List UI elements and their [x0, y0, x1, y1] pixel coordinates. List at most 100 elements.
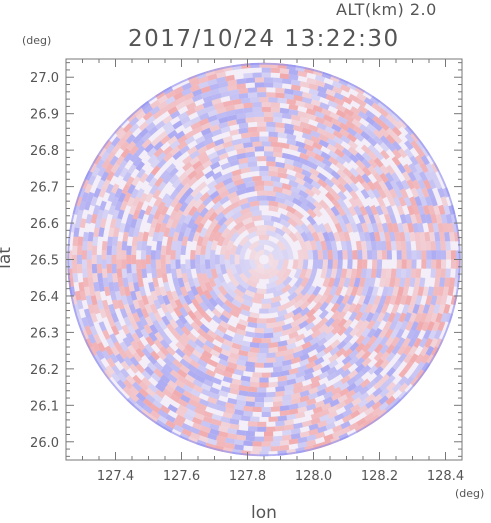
radar-cell [292, 165, 304, 174]
radar-cell [144, 303, 153, 314]
radar-cell [245, 77, 256, 84]
radar-cell [229, 382, 240, 390]
radar-cell [315, 159, 326, 169]
radar-cell [182, 354, 193, 364]
radar-cell [214, 205, 225, 216]
radar-cell [403, 353, 413, 364]
radar-cell [82, 231, 89, 242]
radar-cell [324, 125, 336, 135]
radar-cell [345, 268, 353, 279]
radar-cell [252, 102, 262, 108]
radar-cell [173, 86, 184, 95]
radar-cell [292, 306, 303, 316]
radar-cell [140, 259, 147, 269]
radar-cell [192, 422, 203, 431]
radar-cell [231, 378, 242, 386]
radar-cell [378, 395, 389, 405]
radar-cell [274, 233, 286, 243]
radar-cell [368, 231, 376, 242]
radar-cell [218, 116, 229, 124]
radar-cell [353, 303, 363, 314]
radar-cell [87, 277, 94, 288]
radar-cell [229, 89, 240, 96]
radar-cell [444, 277, 451, 288]
radar-cell [79, 290, 87, 301]
radar-cell [162, 115, 173, 125]
radar-cell [192, 88, 203, 97]
radar-cell [167, 100, 179, 110]
radar-cell [174, 130, 186, 140]
radar-cell [128, 227, 135, 238]
radar-cell [270, 406, 281, 412]
radar-cell [132, 352, 143, 363]
radar-cell [259, 170, 269, 176]
radar-cell [111, 312, 119, 323]
radar-cell [270, 259, 279, 270]
radar-cell [301, 346, 312, 356]
radar-cell [338, 231, 346, 242]
radar-cell [361, 151, 372, 162]
radar-cell [261, 441, 271, 447]
radar-cell [186, 101, 197, 111]
radar-cell [207, 358, 219, 368]
radar-cell [284, 384, 295, 391]
radar-cell [213, 367, 225, 376]
radar-cell [348, 302, 357, 314]
radar-cell [297, 259, 304, 270]
radar-cell [275, 127, 286, 134]
radar-cell [242, 141, 253, 149]
radar-cell [284, 93, 295, 100]
radar-cell [312, 406, 323, 414]
radar-cell [292, 386, 304, 394]
radar-cell [349, 167, 360, 178]
radar-cell [314, 400, 325, 409]
radar-cell [385, 113, 396, 124]
radar-cell [323, 119, 334, 129]
radar-cell [189, 84, 201, 93]
radar-cell [101, 299, 110, 310]
radar-cell [319, 414, 330, 423]
radar-cell [386, 367, 396, 378]
radar-cell [354, 311, 364, 322]
radar-cell [373, 213, 382, 224]
radar-cell [331, 118, 342, 127]
radar-cell [250, 381, 260, 388]
radar-cell [196, 272, 204, 284]
radar-cell [241, 293, 253, 302]
radar-cell [401, 259, 407, 269]
radar-cell [317, 337, 328, 347]
radar-cell [259, 308, 269, 314]
radar-cell [187, 310, 197, 321]
radar-cell [317, 249, 324, 260]
radar-cell [355, 159, 366, 170]
radar-cell [268, 97, 278, 103]
radar-cell [425, 213, 433, 224]
radar-cell [275, 420, 285, 427]
radar-cell [202, 100, 213, 109]
radar-cell [337, 115, 348, 125]
radar-cell [243, 72, 253, 79]
radar-cell [305, 194, 317, 205]
radar-cell [261, 411, 271, 417]
radar-cell [396, 250, 402, 260]
radar-cell [247, 386, 258, 393]
radar-cell [216, 185, 228, 195]
radar-cell [414, 277, 421, 288]
radar-cell [190, 79, 201, 87]
radar-cell [357, 294, 366, 306]
radar-cell [287, 217, 298, 228]
radar-cell [96, 179, 105, 190]
radar-cell [233, 215, 245, 225]
radar-cell [366, 222, 374, 233]
radar-cell [135, 145, 146, 156]
radar-cell [102, 369, 112, 380]
radar-cell [204, 169, 215, 180]
radar-cell [126, 295, 134, 306]
radar-cell [113, 227, 120, 238]
radar-cell [330, 170, 341, 180]
radar-cell [160, 367, 171, 378]
radar-cell [173, 91, 184, 101]
radar-cell [130, 218, 138, 229]
radar-cell [153, 311, 163, 323]
radar-cell [236, 328, 247, 336]
